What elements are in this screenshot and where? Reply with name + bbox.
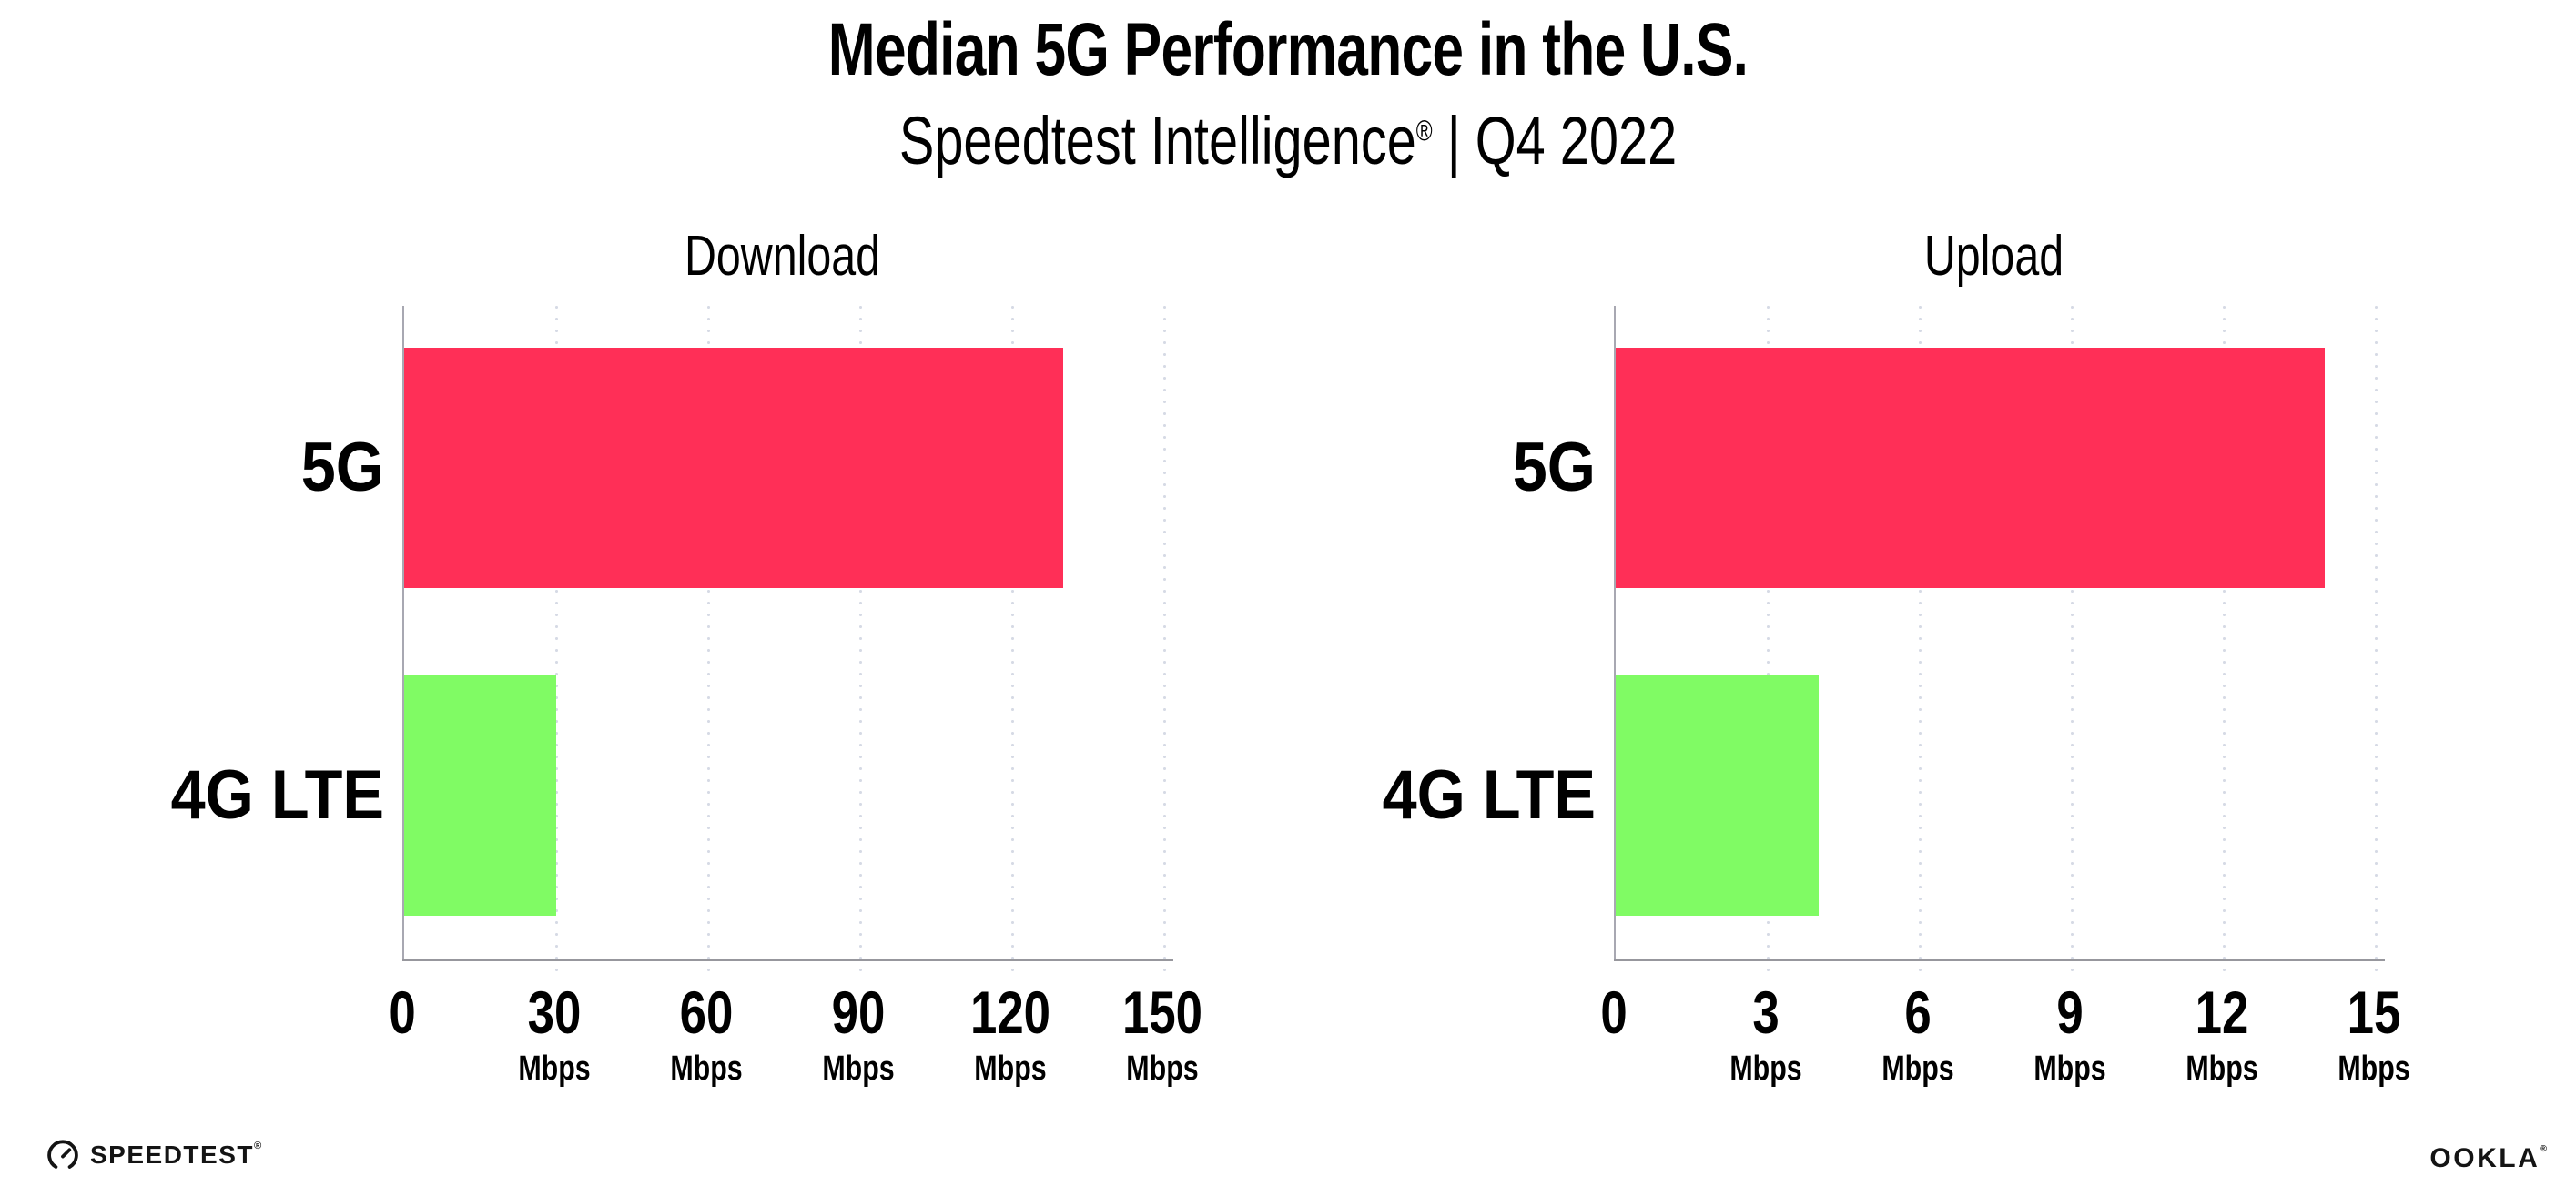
gridline-150-mbps-download xyxy=(1163,306,1166,973)
gridline-6-mbps-upload xyxy=(1919,306,1922,973)
x-tick-0-upload: 0 xyxy=(1597,959,1631,1042)
x-axis-ticks-upload: 0 3 Mbps 6 Mbps 9 Mbps 12 Mbps 15 Mbps xyxy=(1600,959,2409,1095)
gridline-90-mbps-download xyxy=(859,306,862,973)
x-tick-unit: Mbps xyxy=(974,1050,1047,1088)
x-tick-30-download: 30 Mbps xyxy=(509,959,599,1086)
x-tick-value: 9 xyxy=(2056,979,2084,1046)
x-tick-value: 120 xyxy=(969,979,1051,1046)
subtitle-period: | Q4 2022 xyxy=(1432,103,1678,178)
x-tick-value: 12 xyxy=(2195,979,2249,1046)
x-tick-value: 15 xyxy=(2347,979,2401,1046)
x-tick-value: 30 xyxy=(527,979,582,1046)
x-tick-value: 3 xyxy=(1752,979,1780,1046)
gridline-60-mbps-download xyxy=(707,306,710,973)
x-tick-3-upload: 3 Mbps xyxy=(1720,959,1810,1086)
page-title: Median 5G Performance in the U.S. xyxy=(827,8,1749,91)
x-tick-6-upload: 6 Mbps xyxy=(1872,959,1962,1086)
chart-body-upload: 5G 4G LTE xyxy=(1382,306,2385,973)
registered-mark: ® xyxy=(1415,115,1433,147)
x-tick-value: 60 xyxy=(679,979,734,1046)
x-axis-line-upload xyxy=(1614,959,2385,961)
chart-title-upload: Upload xyxy=(1923,225,2064,288)
x-tick-value: 90 xyxy=(831,979,886,1046)
x-tick-9-upload: 9 Mbps xyxy=(2024,959,2115,1086)
x-tick-unit: Mbps xyxy=(1729,1050,1802,1088)
x-axis-ticks-download: 0 30 Mbps 60 Mbps 90 Mbps 120 Mbps 150 Mbps xyxy=(389,959,1202,1095)
category-label-4g-lte-download: 4G LTE xyxy=(170,756,384,835)
bar-4g-lte-upload xyxy=(1616,675,1819,916)
chart-download: Download 5G 4G LTE 0 30 Mbps 60 Mbps 90 Mbps 120 Mb… xyxy=(170,218,1202,1095)
x-tick-60-download: 60 Mbps xyxy=(661,959,751,1086)
chart-title-download: Download xyxy=(684,225,881,288)
gridline-120-mbps-download xyxy=(1011,306,1014,973)
x-tick-90-download: 90 Mbps xyxy=(813,959,903,1086)
x-tick-value: 6 xyxy=(1904,979,1932,1046)
category-column-upload: 5G 4G LTE xyxy=(1382,306,1614,959)
chart-body-download: 5G 4G LTE xyxy=(170,306,1173,973)
ookla-label: OOKLA xyxy=(2429,1143,2541,1173)
x-tick-unit: Mbps xyxy=(2186,1050,2258,1088)
x-tick-unit: Mbps xyxy=(2338,1050,2410,1088)
speedtest-gauge-icon xyxy=(47,1140,78,1169)
category-label-5g-download: 5G xyxy=(300,429,384,507)
x-tick-unit: Mbps xyxy=(670,1050,743,1088)
x-tick-unit: Mbps xyxy=(822,1050,895,1088)
gridline-12-mbps-upload xyxy=(2223,306,2226,973)
plot-area-download xyxy=(402,306,1173,973)
page-subtitle: Speedtest Intelligence® | Q4 2022 xyxy=(283,102,2292,179)
speedtest-logo: SPEEDTEST® xyxy=(46,1138,261,1172)
x-axis-line-download xyxy=(402,959,1173,961)
x-tick-value: 0 xyxy=(389,979,416,1046)
x-tick-unit: Mbps xyxy=(2033,1050,2106,1088)
subtitle-brand: Speedtest Intelligence xyxy=(898,103,1416,178)
bar-5g-upload xyxy=(1616,347,2326,588)
gridline-3-mbps-upload xyxy=(1767,306,1770,973)
gridline-15-mbps-upload xyxy=(2375,306,2378,973)
x-tick-0-download: 0 xyxy=(386,959,420,1042)
x-tick-unit: Mbps xyxy=(1126,1050,1199,1088)
bar-5g-download xyxy=(404,347,1063,588)
x-tick-unit: Mbps xyxy=(1881,1050,1954,1088)
category-column-download: 5G 4G LTE xyxy=(170,306,402,959)
category-label-4g-lte-upload: 4G LTE xyxy=(1382,756,1596,835)
speedtest-reg-mark: ® xyxy=(253,1141,262,1151)
category-label-5g-upload: 5G xyxy=(1512,429,1596,507)
ookla-logo: OOKLA® xyxy=(2429,1143,2547,1174)
x-tick-12-upload: 12 Mbps xyxy=(2176,959,2267,1086)
x-tick-120-download: 120 Mbps xyxy=(960,959,1060,1086)
speedtest-label: SPEEDTEST xyxy=(90,1141,254,1169)
bar-4g-lte-download xyxy=(404,675,556,916)
x-tick-value: 150 xyxy=(1121,979,1203,1046)
speedtest-wordmark: SPEEDTEST® xyxy=(90,1141,261,1170)
gridline-9-mbps-upload xyxy=(2071,306,2074,973)
plot-area-upload xyxy=(1614,306,2385,973)
chart-upload: Upload 5G 4G LTE 0 3 Mbps 6 Mbps 9 Mbps 12 Mbps 15 Mb… xyxy=(1382,218,2410,1095)
x-tick-15-upload: 15 Mbps xyxy=(2328,959,2419,1086)
gridline-30-mbps-download xyxy=(555,306,558,973)
x-tick-unit: Mbps xyxy=(518,1050,591,1088)
x-tick-150-download: 150 Mbps xyxy=(1112,959,1212,1086)
ookla-reg-mark: ® xyxy=(2540,1143,2547,1154)
x-tick-value: 0 xyxy=(1600,979,1628,1046)
